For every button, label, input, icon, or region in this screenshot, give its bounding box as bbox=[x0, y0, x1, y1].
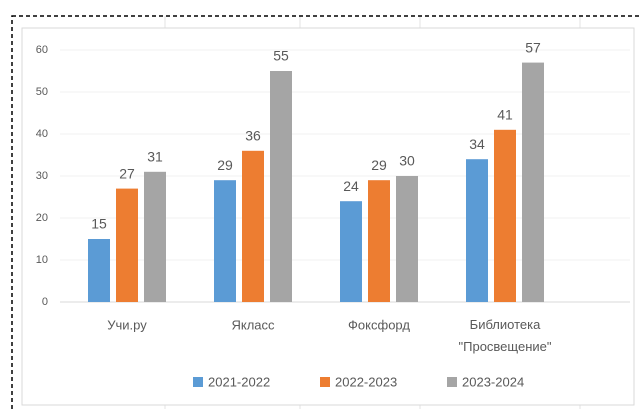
bar bbox=[368, 180, 390, 302]
legend-label: 2022-2023 bbox=[335, 374, 397, 389]
x-tick-label: Учи.ру bbox=[107, 317, 147, 332]
bar bbox=[88, 239, 110, 302]
value-label: 29 bbox=[217, 157, 233, 173]
bar bbox=[522, 62, 544, 302]
label-line: Библиотека bbox=[470, 317, 541, 332]
bar bbox=[144, 171, 166, 302]
value-label: 41 bbox=[497, 107, 513, 123]
value-label: 15 bbox=[91, 216, 107, 232]
y-tick-label: 60 bbox=[36, 44, 48, 56]
bar bbox=[396, 176, 418, 302]
x-tick-label: Библиотека "Просвещение" bbox=[459, 317, 552, 354]
value-label: 27 bbox=[119, 165, 135, 181]
legend-swatch bbox=[447, 377, 457, 387]
bar bbox=[340, 201, 362, 302]
legend-label: 2023-2024 bbox=[462, 374, 524, 389]
value-label: 36 bbox=[245, 128, 261, 144]
legend-swatch bbox=[193, 377, 203, 387]
bar bbox=[466, 159, 488, 302]
value-label: 31 bbox=[147, 149, 163, 165]
y-tick-label: 50 bbox=[36, 86, 48, 98]
x-tick-label: Фоксфорд bbox=[348, 317, 410, 332]
value-label: 24 bbox=[343, 178, 359, 194]
y-tick-label: 0 bbox=[42, 296, 48, 308]
bar bbox=[214, 180, 236, 302]
value-label: 30 bbox=[399, 153, 415, 169]
legend-swatch bbox=[320, 377, 330, 387]
selection-border bbox=[11, 15, 639, 409]
y-tick-label: 10 bbox=[36, 254, 48, 266]
x-tick-label: Якласс bbox=[231, 317, 275, 332]
y-tick-label: 20 bbox=[36, 212, 48, 224]
bar bbox=[270, 71, 292, 302]
value-label: 29 bbox=[371, 157, 387, 173]
bar bbox=[116, 188, 138, 302]
value-label: 55 bbox=[273, 48, 289, 64]
y-tick-label: 30 bbox=[36, 170, 48, 182]
value-label: 57 bbox=[525, 39, 541, 55]
y-tick-label: 40 bbox=[36, 128, 48, 140]
bar bbox=[494, 129, 516, 302]
value-label: 34 bbox=[469, 136, 485, 152]
legend-label: 2021-2022 bbox=[208, 374, 270, 389]
bar bbox=[242, 150, 264, 302]
label-line: "Просвещение" bbox=[459, 339, 552, 354]
